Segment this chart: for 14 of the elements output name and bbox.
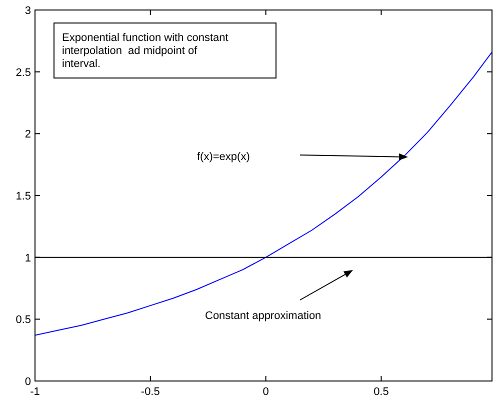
annotation: f(x)=exp(x) <box>197 151 250 163</box>
y-tick-label: 3 <box>24 5 31 17</box>
annotation: Constant approximation <box>205 310 322 322</box>
y-tick-label: 0 <box>24 376 31 388</box>
x-tick-label: 0.5 <box>374 386 389 398</box>
y-tick-label: 1 <box>24 252 31 264</box>
x-tick-label: 0 <box>262 386 269 398</box>
y-tick-label: 2 <box>24 128 31 141</box>
x-tick-label: -0.5 <box>140 386 160 398</box>
x-tick-label: -1 <box>30 386 40 398</box>
annotation: Exponential function with constant interpolation ad midpoint of interval. <box>62 32 228 70</box>
y-tick-label: 1.5 <box>16 190 31 202</box>
y-tick-label: 2.5 <box>16 66 31 79</box>
y-tick-label: 0.5 <box>16 314 31 326</box>
